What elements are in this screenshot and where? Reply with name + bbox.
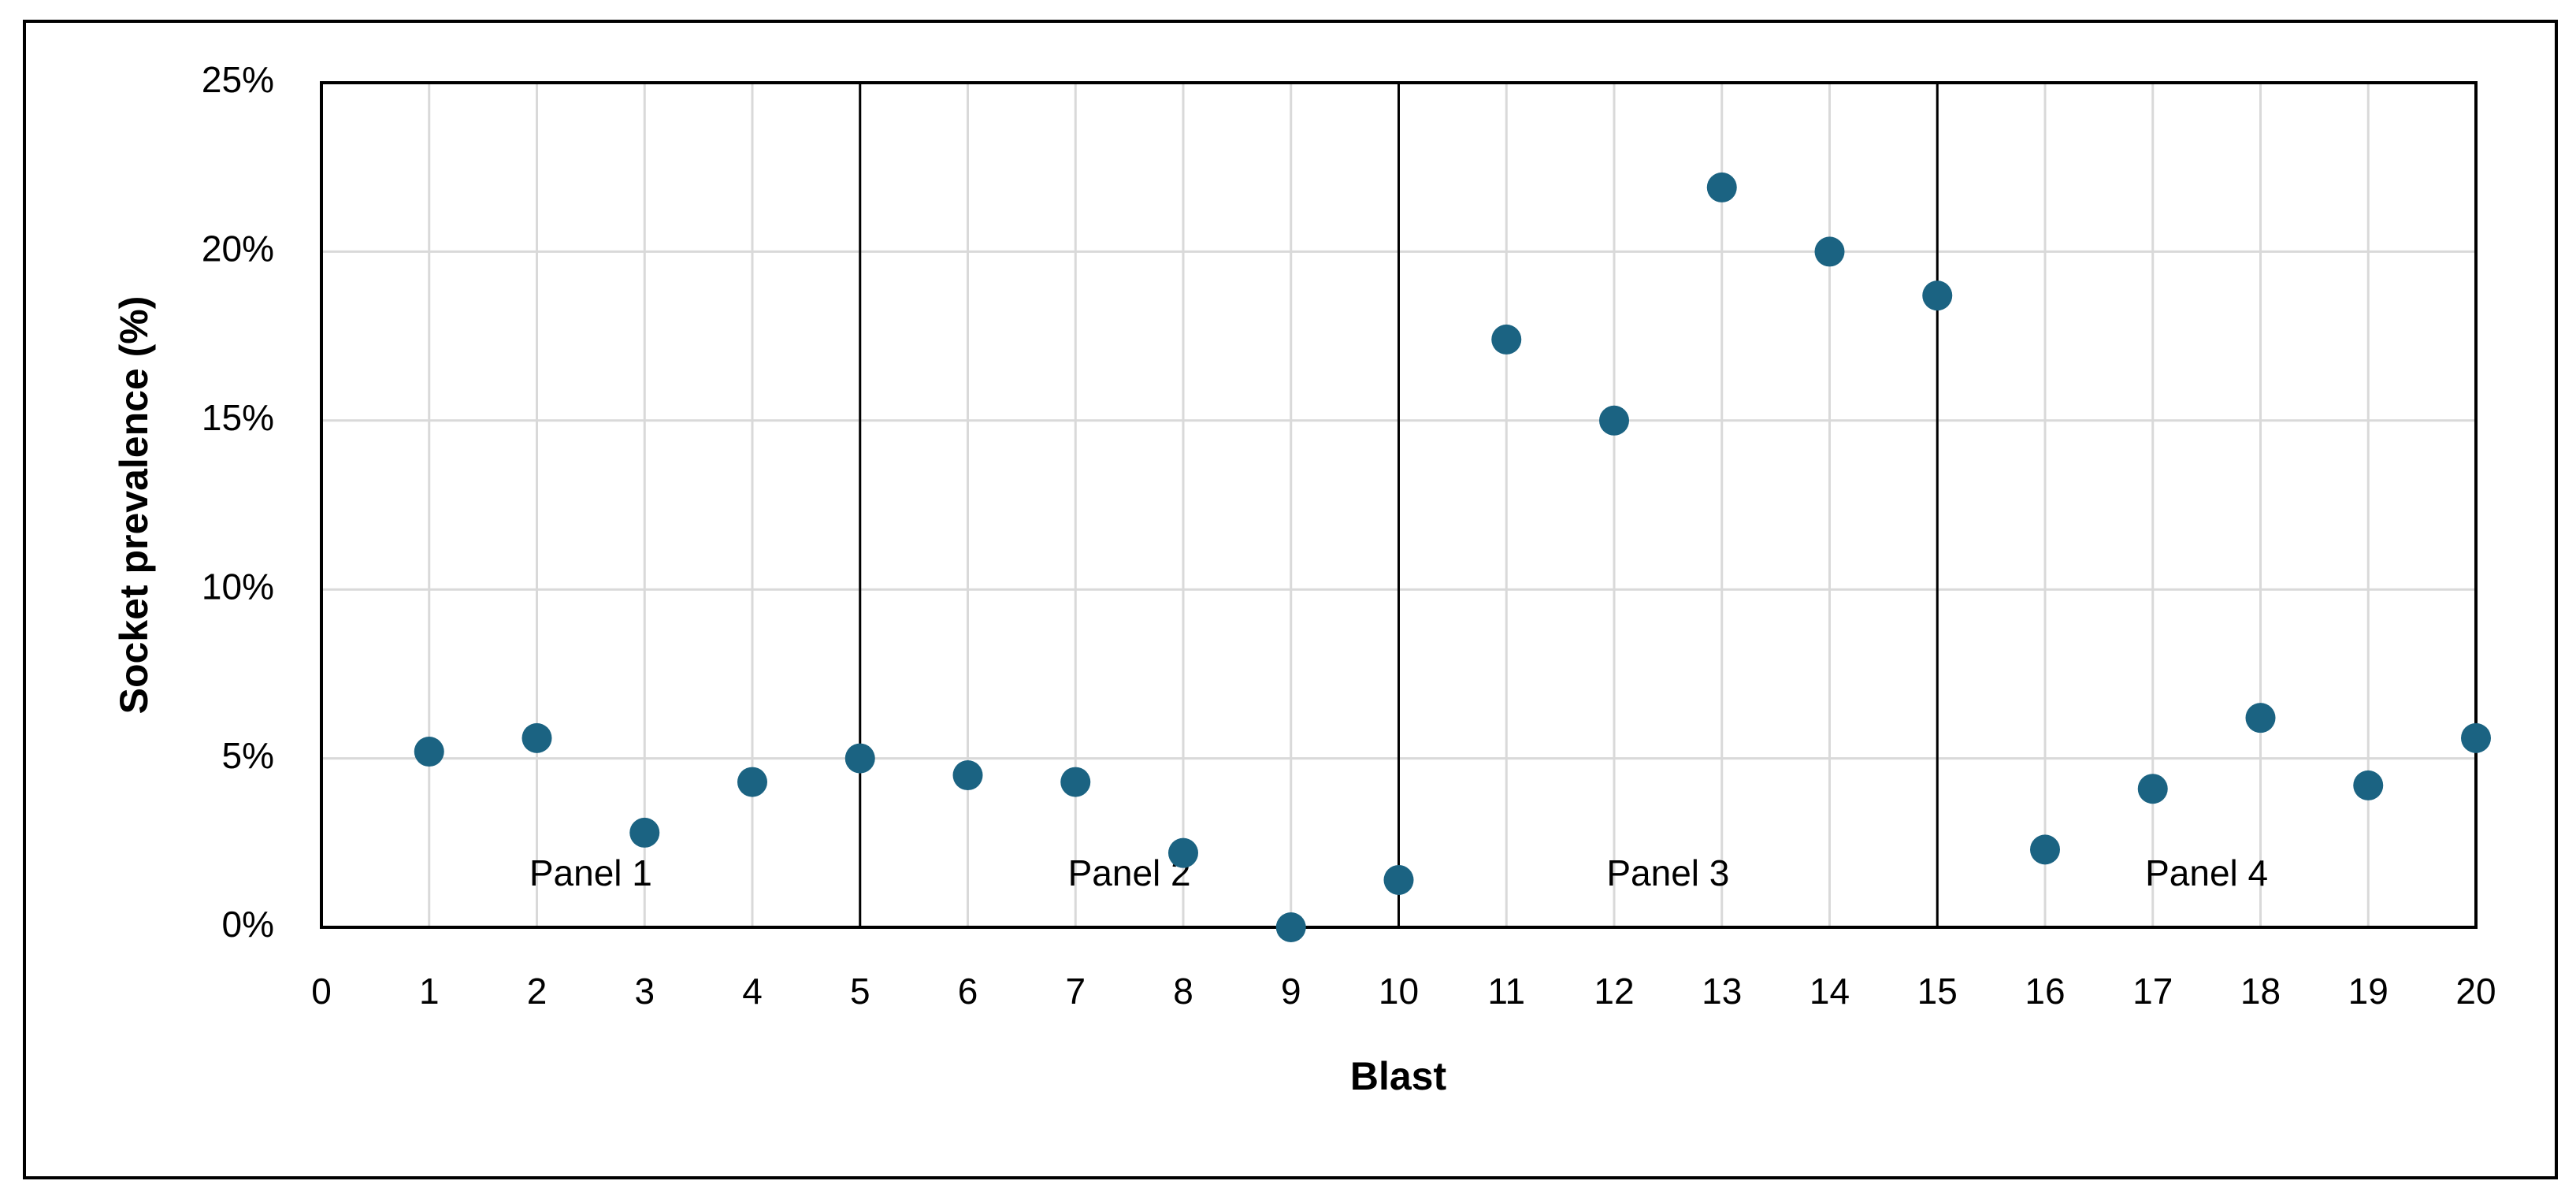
- x-axis-title: Blast: [1350, 1054, 1447, 1098]
- y-tick-label: 15%: [202, 397, 274, 438]
- x-tick-label: 0: [311, 971, 332, 1012]
- data-point: [1383, 864, 1414, 895]
- x-tick-label: 12: [1594, 971, 1634, 1012]
- data-point: [1168, 837, 1198, 868]
- x-tick-label: 5: [850, 971, 870, 1012]
- x-tick-label: 16: [2025, 971, 2065, 1012]
- data-point: [1491, 324, 1522, 355]
- data-point: [1814, 236, 1845, 267]
- x-tick-label: 13: [1702, 971, 1742, 1012]
- data-point: [522, 722, 552, 753]
- data-point: [844, 743, 875, 774]
- data-point: [629, 817, 660, 848]
- x-tick-label: 6: [958, 971, 978, 1012]
- data-point: [737, 767, 767, 797]
- x-tick-label: 1: [419, 971, 440, 1012]
- data-point: [2245, 703, 2276, 733]
- y-axis-title: Socket prevalence (%): [112, 296, 156, 715]
- x-tick-label: 10: [1379, 971, 1419, 1012]
- data-point: [2030, 834, 2060, 865]
- data-point: [1706, 172, 1737, 202]
- y-tick-label: 25%: [202, 59, 274, 100]
- y-tick-label: 0%: [222, 904, 274, 945]
- data-point: [1275, 912, 1306, 942]
- x-tick-label: 7: [1065, 971, 1086, 1012]
- data-point: [952, 760, 983, 791]
- y-tick-label: 5%: [222, 735, 274, 776]
- panel-label: Panel 4: [2145, 852, 2268, 893]
- x-tick-label: 4: [742, 971, 763, 1012]
- data-point: [2353, 770, 2384, 800]
- x-tick-label: 2: [527, 971, 547, 1012]
- data-point: [1060, 767, 1091, 797]
- x-tick-label: 3: [634, 971, 655, 1012]
- x-tick-label: 18: [2240, 971, 2281, 1012]
- data-point: [414, 737, 444, 767]
- panel-label: Panel 1: [529, 852, 652, 893]
- data-point: [2461, 722, 2491, 753]
- y-tick-label: 10%: [202, 566, 274, 607]
- x-tick-label: 19: [2348, 971, 2389, 1012]
- x-tick-label: 17: [2132, 971, 2173, 1012]
- x-tick-label: 11: [1487, 971, 1525, 1012]
- panel-label: Panel 3: [1606, 852, 1729, 893]
- data-point: [1922, 280, 1953, 311]
- data-point: [2137, 774, 2168, 804]
- y-tick-label: 20%: [202, 228, 274, 269]
- x-tick-label: 14: [1810, 971, 1850, 1012]
- x-tick-label: 9: [1281, 971, 1301, 1012]
- data-point: [1599, 405, 1629, 436]
- x-tick-label: 8: [1173, 971, 1193, 1012]
- x-tick-label: 20: [2455, 971, 2496, 1012]
- x-tick-label: 15: [1917, 971, 1958, 1012]
